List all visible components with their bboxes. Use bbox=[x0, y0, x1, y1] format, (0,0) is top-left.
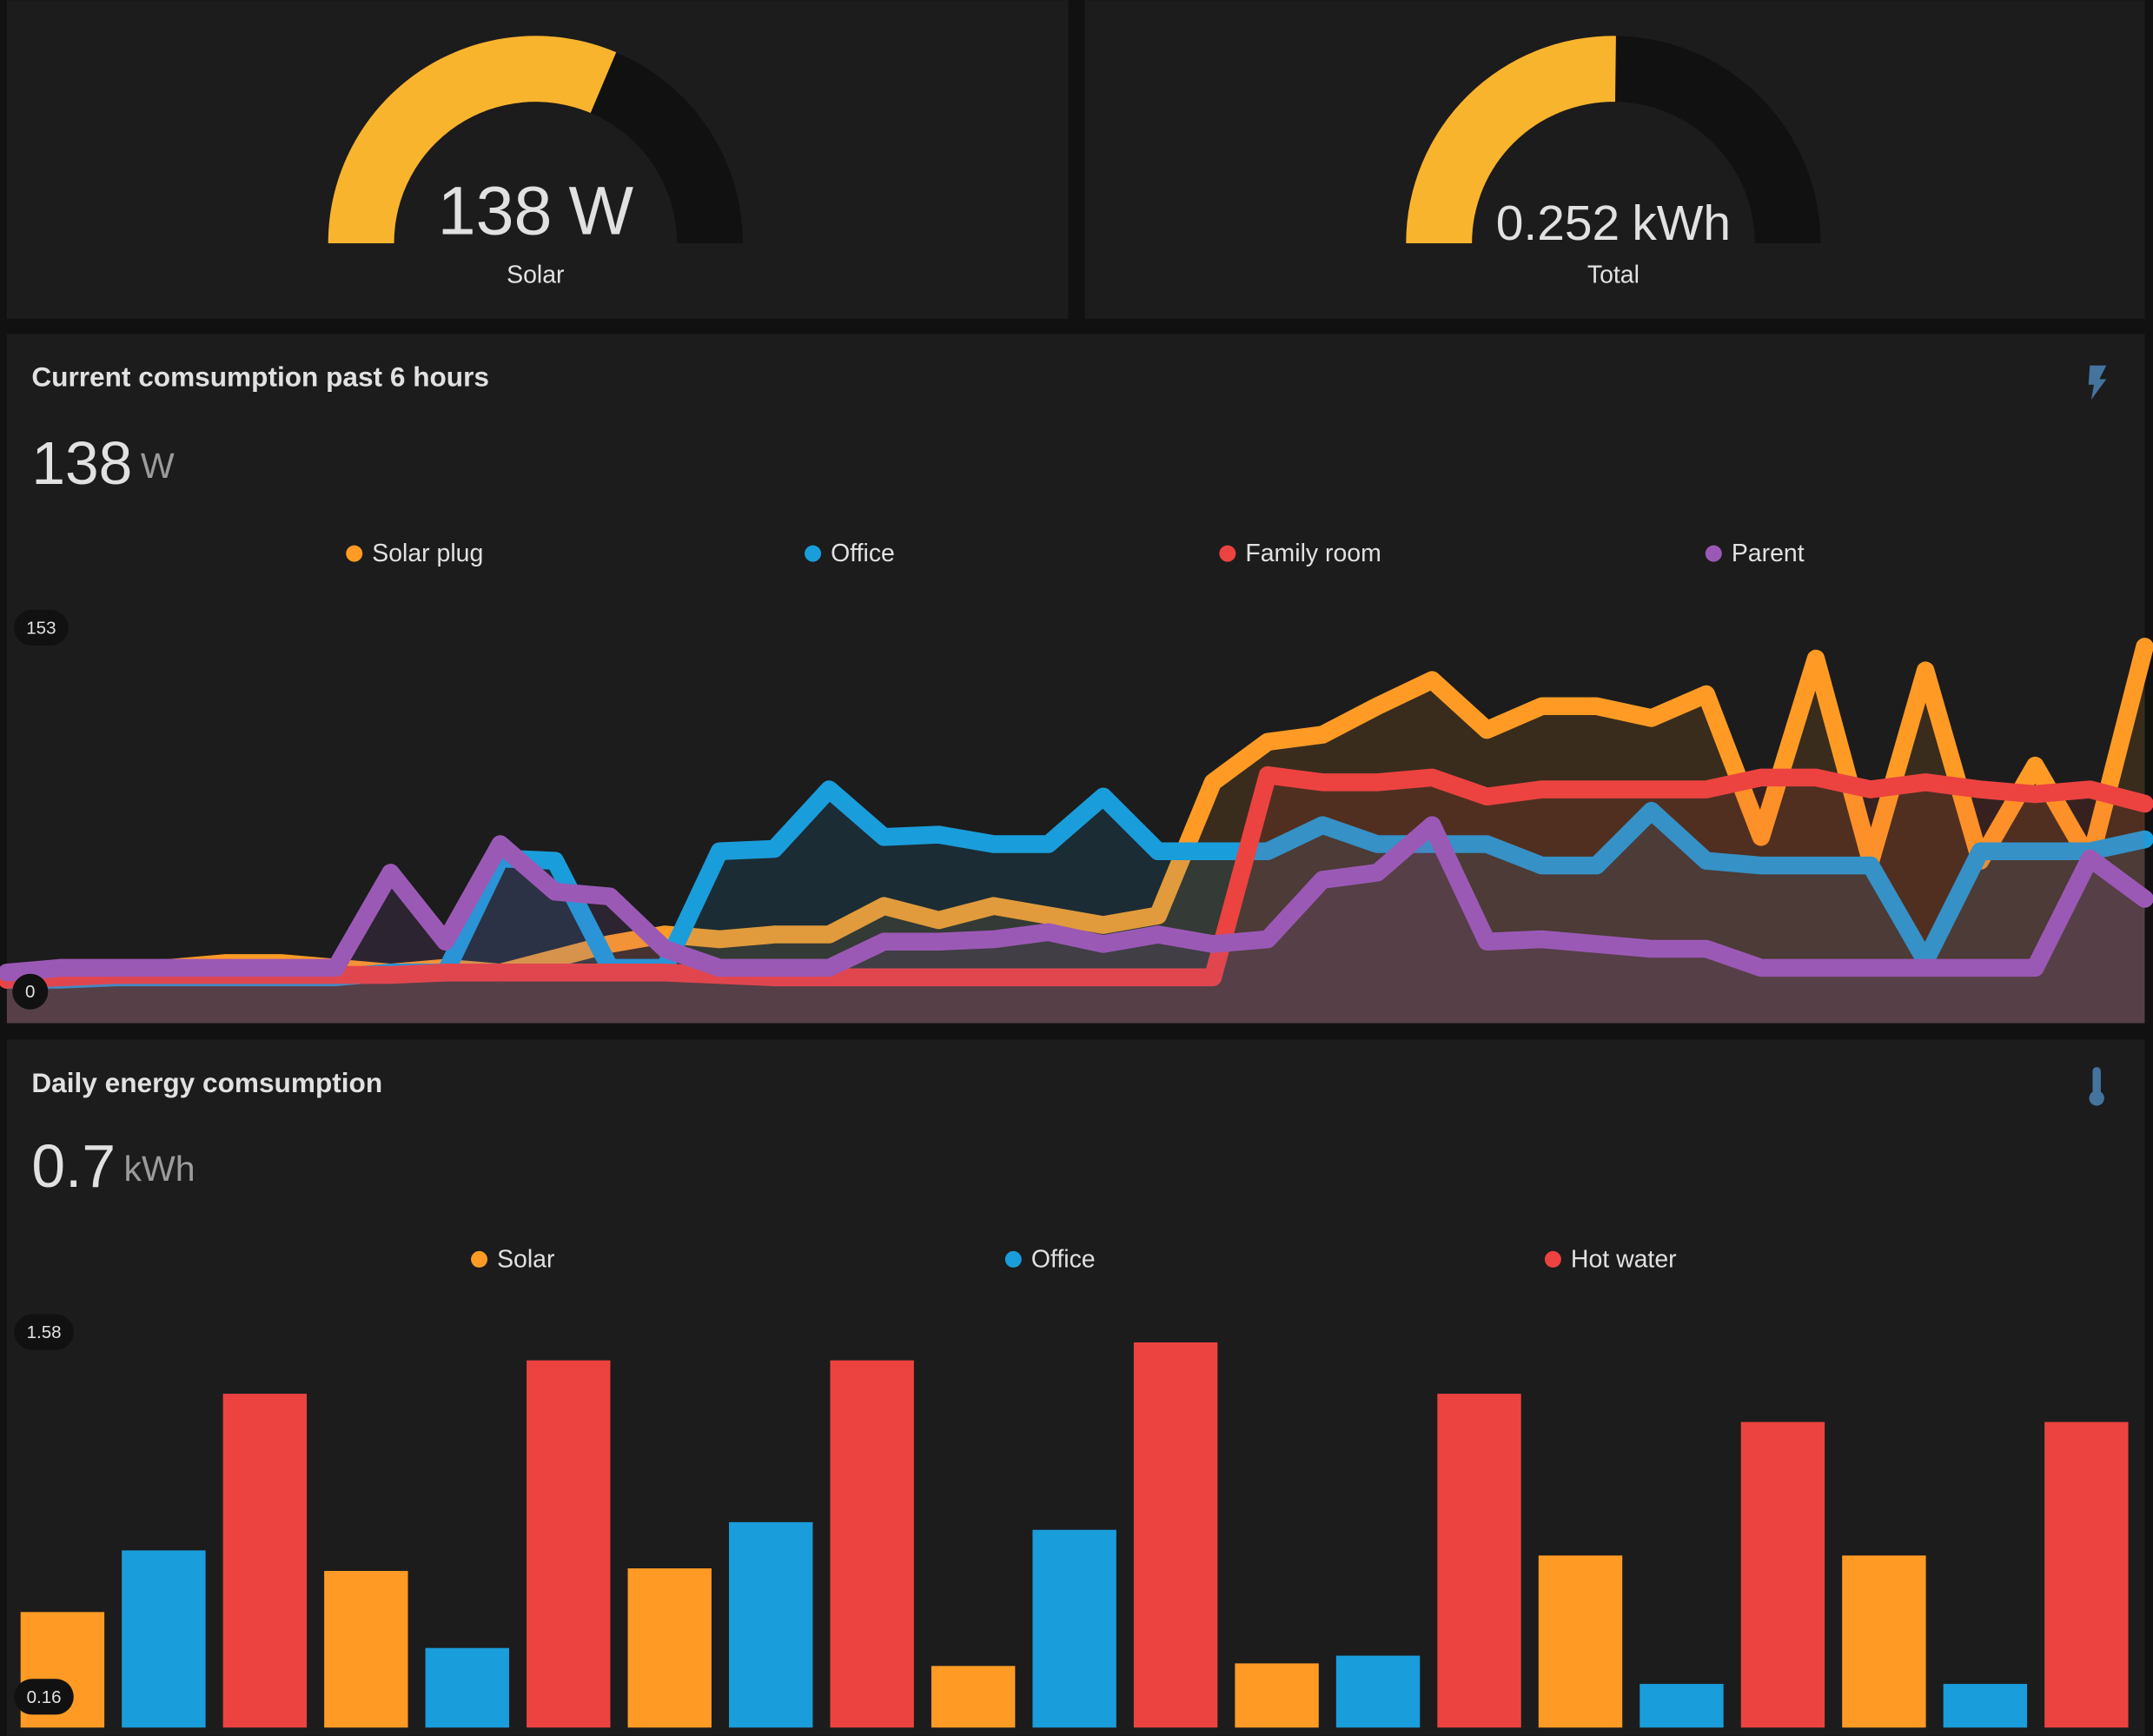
value: 138 bbox=[438, 171, 553, 248]
legend-dot bbox=[1004, 1250, 1022, 1268]
gauge-value: 0.252 kWh bbox=[1496, 195, 1731, 251]
bar bbox=[1538, 1555, 1623, 1728]
lightning-icon bbox=[2088, 365, 2107, 401]
legend-label: Office bbox=[831, 540, 895, 567]
y-tick-label: 0 bbox=[25, 982, 35, 1002]
bar bbox=[1032, 1529, 1116, 1728]
current-value: 0.7 kWh bbox=[31, 1133, 195, 1201]
bar bbox=[1235, 1663, 1319, 1728]
y-tick: 0.16 bbox=[14, 1679, 74, 1715]
gauge-fill bbox=[1406, 36, 1616, 243]
series-area bbox=[6, 825, 2145, 1024]
bar bbox=[1842, 1555, 1926, 1728]
bar bbox=[729, 1521, 813, 1728]
card-title: Daily energy comsumption bbox=[31, 1067, 382, 1098]
y-tick: 0 bbox=[12, 973, 49, 1010]
bar bbox=[1437, 1394, 1521, 1728]
value: 138 bbox=[31, 429, 132, 497]
gauge-label: Total bbox=[1587, 261, 1640, 288]
legend-dot bbox=[1705, 545, 1722, 562]
legend-dot bbox=[346, 545, 363, 562]
bar bbox=[627, 1568, 712, 1728]
series-line bbox=[0, 816, 2153, 982]
legend-label: Solar bbox=[497, 1245, 554, 1273]
bar bbox=[324, 1571, 408, 1728]
y-tick-label: 153 bbox=[26, 618, 56, 638]
y-tick-label: 0.16 bbox=[27, 1687, 62, 1707]
series-area bbox=[6, 775, 2145, 1024]
current-value: 138 W bbox=[31, 429, 174, 497]
series-line bbox=[0, 765, 2153, 989]
legend-label: Office bbox=[1031, 1245, 1096, 1273]
legend-dot bbox=[1219, 545, 1236, 562]
bar bbox=[830, 1360, 914, 1728]
gauge-label: Solar bbox=[507, 261, 564, 288]
series-area bbox=[6, 646, 2145, 1024]
legend-dot bbox=[1544, 1250, 1561, 1268]
unit: kWh bbox=[123, 1149, 195, 1189]
unit: kWh bbox=[1632, 195, 1731, 251]
bar bbox=[1740, 1421, 1825, 1728]
legend-dot bbox=[471, 1250, 488, 1268]
bar bbox=[1335, 1655, 1421, 1728]
legend-dot bbox=[805, 545, 822, 562]
bar bbox=[1640, 1684, 1724, 1728]
legend-label: Parent bbox=[1732, 540, 1805, 567]
tick-pill bbox=[14, 1314, 74, 1350]
thermometer-icon bbox=[2089, 1067, 2104, 1106]
unit: W bbox=[568, 171, 633, 248]
card-title: Current comsumption past 6 hours bbox=[31, 361, 489, 393]
value: 0.7 bbox=[31, 1133, 116, 1201]
y-tick: 1.58 bbox=[14, 1314, 74, 1350]
bar bbox=[2044, 1421, 2129, 1728]
unit: W bbox=[141, 446, 175, 486]
gauge-fill bbox=[328, 36, 617, 243]
bar bbox=[931, 1666, 1016, 1728]
bar bbox=[122, 1550, 206, 1728]
legend-label: Family room bbox=[1245, 540, 1381, 567]
bar bbox=[1943, 1684, 2028, 1728]
value: 0.252 bbox=[1496, 195, 1620, 251]
bar bbox=[527, 1360, 611, 1728]
tick-pill bbox=[12, 973, 49, 1010]
legend-label: Solar plug bbox=[372, 540, 483, 567]
bar bbox=[425, 1647, 509, 1728]
bar bbox=[222, 1394, 308, 1728]
y-tick-label: 1.58 bbox=[27, 1322, 62, 1342]
tick-pill bbox=[14, 609, 69, 646]
y-tick: 153 bbox=[14, 609, 69, 646]
legend-label: Hot water bbox=[1571, 1245, 1677, 1273]
bar bbox=[1133, 1342, 1218, 1728]
tick-pill bbox=[14, 1679, 74, 1715]
gauge-value: 138 W bbox=[438, 171, 634, 248]
